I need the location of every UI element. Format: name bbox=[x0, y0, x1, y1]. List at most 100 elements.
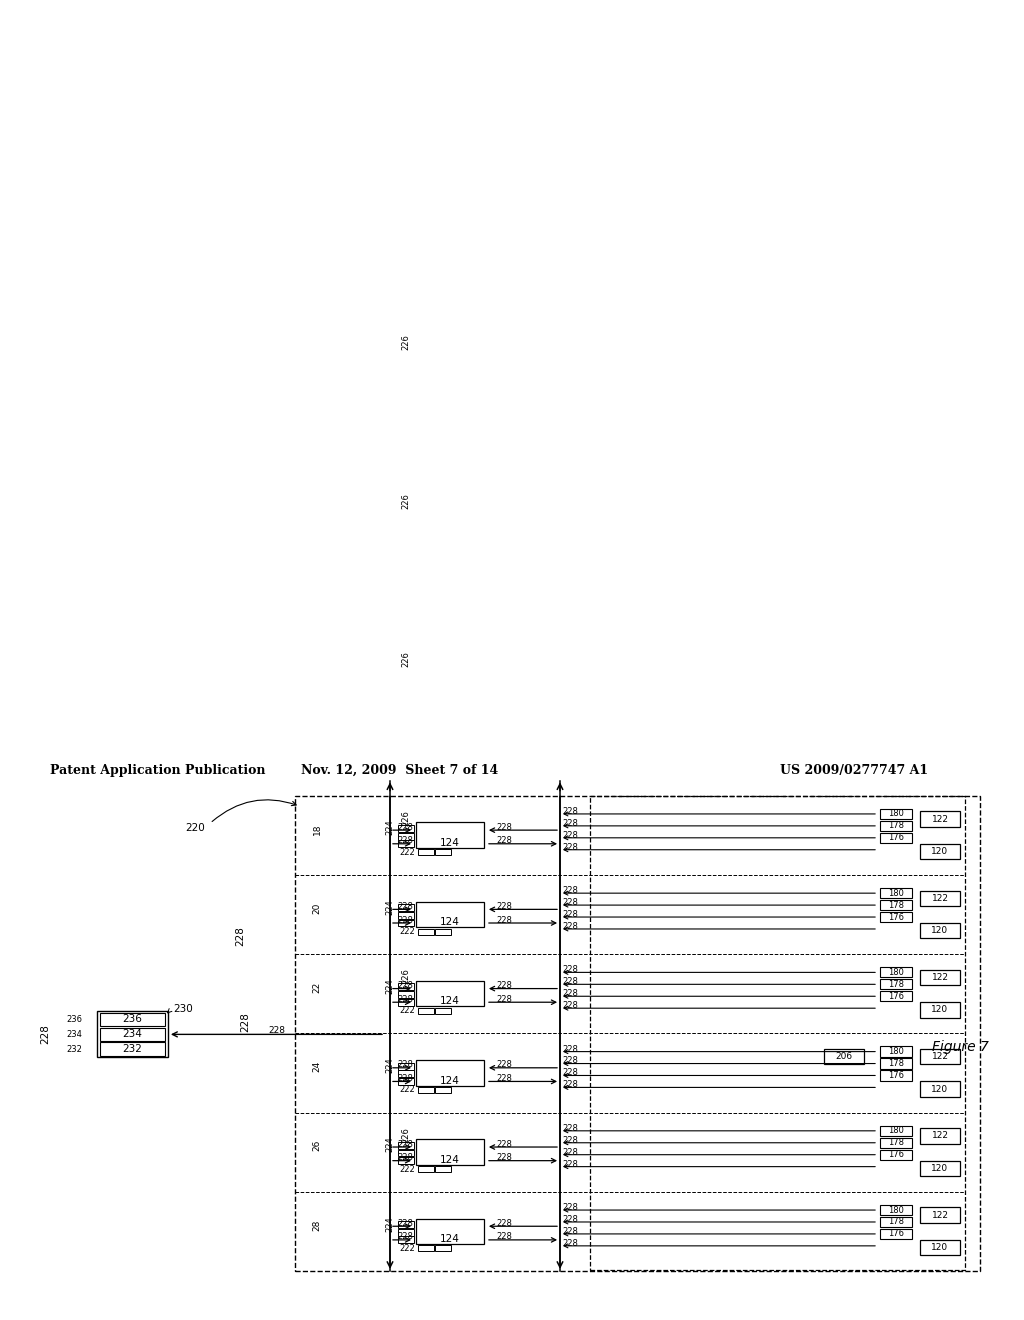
Text: 228: 228 bbox=[234, 927, 245, 946]
Text: 226: 226 bbox=[401, 334, 411, 350]
Text: 180: 180 bbox=[888, 809, 904, 818]
Text: 20: 20 bbox=[312, 903, 322, 913]
Text: 228: 228 bbox=[397, 1074, 413, 1082]
Text: 228: 228 bbox=[562, 1214, 578, 1224]
Bar bbox=[418, 1007, 434, 1014]
Bar bbox=[416, 902, 484, 927]
Text: 228: 228 bbox=[562, 842, 578, 851]
Text: 222: 222 bbox=[399, 1006, 415, 1015]
Text: 18: 18 bbox=[312, 824, 322, 834]
Bar bbox=[435, 928, 451, 935]
Text: 120: 120 bbox=[932, 1243, 948, 1253]
Text: 124: 124 bbox=[440, 1076, 460, 1085]
Text: 228: 228 bbox=[496, 1074, 512, 1082]
Bar bbox=[880, 968, 912, 978]
Bar bbox=[920, 1049, 961, 1064]
Bar bbox=[100, 1027, 165, 1041]
Text: 228: 228 bbox=[562, 1001, 578, 1010]
Bar bbox=[398, 912, 414, 919]
Text: 228: 228 bbox=[562, 830, 578, 840]
Text: 178: 178 bbox=[888, 979, 904, 989]
Text: 228: 228 bbox=[562, 1080, 578, 1089]
Bar bbox=[880, 833, 912, 843]
Bar bbox=[435, 1246, 451, 1251]
Text: 176: 176 bbox=[888, 991, 904, 1001]
Bar bbox=[824, 1049, 864, 1064]
Bar bbox=[97, 1011, 168, 1057]
Text: 124: 124 bbox=[440, 838, 460, 847]
Bar bbox=[100, 1043, 165, 1056]
Text: 122: 122 bbox=[932, 894, 948, 903]
Bar bbox=[418, 849, 434, 855]
Bar bbox=[398, 1237, 414, 1243]
Text: 226: 226 bbox=[401, 1127, 411, 1143]
Bar bbox=[920, 1081, 961, 1097]
Text: 228: 228 bbox=[268, 1027, 286, 1035]
Text: 26: 26 bbox=[312, 1140, 322, 1151]
Bar bbox=[880, 900, 912, 911]
Text: 228: 228 bbox=[562, 1147, 578, 1156]
Bar bbox=[590, 796, 965, 1270]
Text: 122: 122 bbox=[932, 1210, 948, 1220]
Bar bbox=[416, 1218, 484, 1245]
Text: 228: 228 bbox=[397, 1060, 413, 1069]
Text: 228: 228 bbox=[397, 1154, 413, 1162]
Bar bbox=[880, 1138, 912, 1148]
Text: 222: 222 bbox=[399, 847, 415, 857]
Text: 236: 236 bbox=[66, 1015, 82, 1024]
Text: Nov. 12, 2009  Sheet 7 of 14: Nov. 12, 2009 Sheet 7 of 14 bbox=[301, 763, 499, 776]
Text: 124: 124 bbox=[440, 917, 460, 927]
Text: 122: 122 bbox=[932, 1131, 948, 1140]
Bar bbox=[435, 849, 451, 855]
Text: 228: 228 bbox=[397, 1139, 413, 1148]
Bar bbox=[416, 1139, 484, 1166]
Text: 228: 228 bbox=[496, 837, 512, 845]
Text: 228: 228 bbox=[496, 995, 512, 1003]
Bar bbox=[880, 1047, 912, 1057]
Bar bbox=[920, 1239, 961, 1255]
Bar bbox=[880, 1217, 912, 1228]
Bar bbox=[398, 983, 414, 990]
Bar bbox=[398, 1142, 414, 1148]
Text: 22: 22 bbox=[312, 982, 322, 993]
Text: 28: 28 bbox=[312, 1220, 322, 1230]
Bar bbox=[920, 923, 961, 939]
Text: 24: 24 bbox=[312, 1061, 322, 1072]
Text: 228: 228 bbox=[562, 1226, 578, 1236]
Text: 224: 224 bbox=[385, 1137, 394, 1152]
Text: 180: 180 bbox=[888, 888, 904, 898]
Text: 120: 120 bbox=[932, 1006, 948, 1014]
Text: 228: 228 bbox=[496, 1233, 512, 1241]
Text: 228: 228 bbox=[562, 1044, 578, 1053]
Bar bbox=[920, 970, 961, 985]
Text: 226: 226 bbox=[401, 969, 411, 985]
Text: 228: 228 bbox=[562, 921, 578, 931]
Text: 222: 222 bbox=[399, 1164, 415, 1173]
Text: 234: 234 bbox=[123, 1030, 142, 1039]
Bar bbox=[880, 1205, 912, 1216]
Bar bbox=[416, 1060, 484, 1086]
Text: 228: 228 bbox=[562, 1159, 578, 1168]
Bar bbox=[418, 1166, 434, 1172]
Text: 228: 228 bbox=[562, 807, 578, 816]
Bar bbox=[435, 1007, 451, 1014]
Text: 224: 224 bbox=[385, 899, 394, 915]
Text: 224: 224 bbox=[385, 1216, 394, 1232]
Text: 228: 228 bbox=[40, 1024, 50, 1044]
Text: 226: 226 bbox=[401, 809, 411, 826]
Text: 228: 228 bbox=[562, 1203, 578, 1212]
Text: 228: 228 bbox=[562, 965, 578, 974]
Bar bbox=[920, 891, 961, 906]
Text: 228: 228 bbox=[397, 1218, 413, 1228]
Text: 232: 232 bbox=[123, 1044, 142, 1055]
Bar bbox=[398, 1078, 414, 1085]
Text: 228: 228 bbox=[397, 902, 413, 911]
Text: 228: 228 bbox=[496, 981, 512, 990]
Text: 176: 176 bbox=[888, 1071, 904, 1080]
Text: 228: 228 bbox=[562, 989, 578, 998]
Text: 224: 224 bbox=[385, 820, 394, 836]
Text: 228: 228 bbox=[562, 1056, 578, 1065]
Text: 228: 228 bbox=[397, 995, 413, 1003]
Bar bbox=[880, 979, 912, 990]
Text: 178: 178 bbox=[888, 900, 904, 909]
